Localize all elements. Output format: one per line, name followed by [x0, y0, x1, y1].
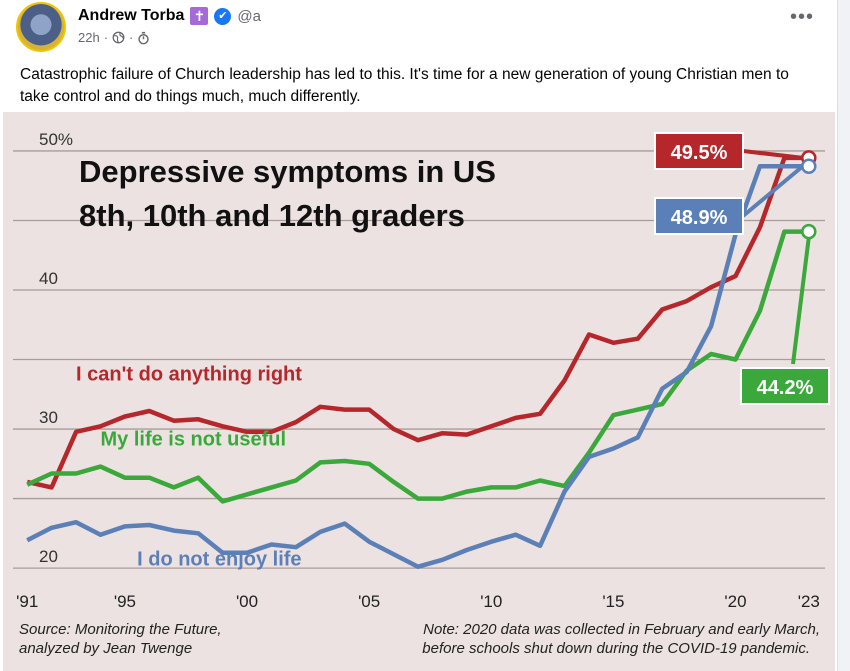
more-options-button[interactable]: •••: [789, 6, 814, 28]
series-line: [26, 163, 809, 569]
y-tick-label: 30: [39, 408, 58, 427]
x-tick-label: '15: [602, 592, 624, 611]
callout-connector: [742, 149, 804, 160]
post-body-text: Catastrophic failure of Church leadershi…: [20, 66, 789, 105]
end-marker: [801, 158, 817, 174]
series-label: My life is not useful: [100, 429, 286, 451]
author-row: Andrew Torba ✝ ✔ @a: [78, 7, 261, 25]
chart-image[interactable]: 50% 40 30 20 Depressive symptoms in US 8th, 1…: [3, 112, 835, 671]
callout-label: 44.2%: [757, 377, 814, 399]
x-tick-label: '20: [724, 592, 746, 611]
series-label: I do not enjoy life: [137, 548, 301, 570]
post-header: Andrew Torba ✝ ✔ @a 22h · · •••: [16, 2, 826, 52]
series-line: [26, 229, 809, 504]
avatar[interactable]: [16, 2, 66, 52]
chart-title-line-1: Depressive symptoms in US: [79, 154, 496, 189]
depression-chart: 50% 40 30 20 Depressive symptoms in US 8th, 1…: [13, 130, 830, 657]
series-label: I can't do anything right: [76, 363, 302, 385]
timer-icon: [138, 31, 150, 44]
series-line: [26, 155, 809, 490]
footnote-line-2: before schools shut down during the COVI…: [422, 640, 810, 657]
author-handle[interactable]: @a: [237, 7, 261, 25]
author-name[interactable]: Andrew Torba: [78, 7, 185, 24]
meta-separator: ·: [103, 30, 109, 45]
callout-box: [654, 132, 744, 170]
source-note-line-2: analyzed by Jean Twenge: [19, 640, 192, 657]
y-tick-label: 20: [39, 547, 58, 566]
callout-label: 48.9%: [671, 207, 728, 229]
source-note-line-1: Source: Monitoring the Future,: [19, 621, 222, 638]
x-tick-label: '95: [114, 592, 136, 611]
x-tick-label: '05: [358, 592, 380, 611]
verified-check-icon: ✔: [214, 7, 232, 25]
latin-cross-icon: ✝: [190, 7, 209, 25]
y-tick-label: 50%: [39, 130, 73, 149]
footnote-line-1: Note: 2020 data was collected in Februar…: [423, 621, 820, 638]
callout-label: 49.5%: [671, 142, 728, 164]
post-timestamp[interactable]: 22h: [78, 30, 100, 45]
end-marker: [801, 223, 817, 240]
callout-box: [740, 367, 830, 405]
globe-icon: [112, 31, 125, 44]
x-tick-label: '91: [16, 592, 38, 611]
callout-box: [654, 197, 744, 235]
y-tick-label: 40: [39, 269, 58, 288]
callout-connector: [741, 164, 805, 218]
chart-title-line-2: 8th, 10th and 12th graders: [79, 198, 465, 233]
callout-connector: [791, 237, 811, 365]
post-meta: 22h · ·: [78, 30, 150, 45]
x-tick-label: '10: [480, 592, 502, 611]
x-tick-label: '00: [236, 592, 258, 611]
x-tick-label: '23: [798, 592, 820, 611]
meta-separator: ·: [129, 30, 134, 45]
